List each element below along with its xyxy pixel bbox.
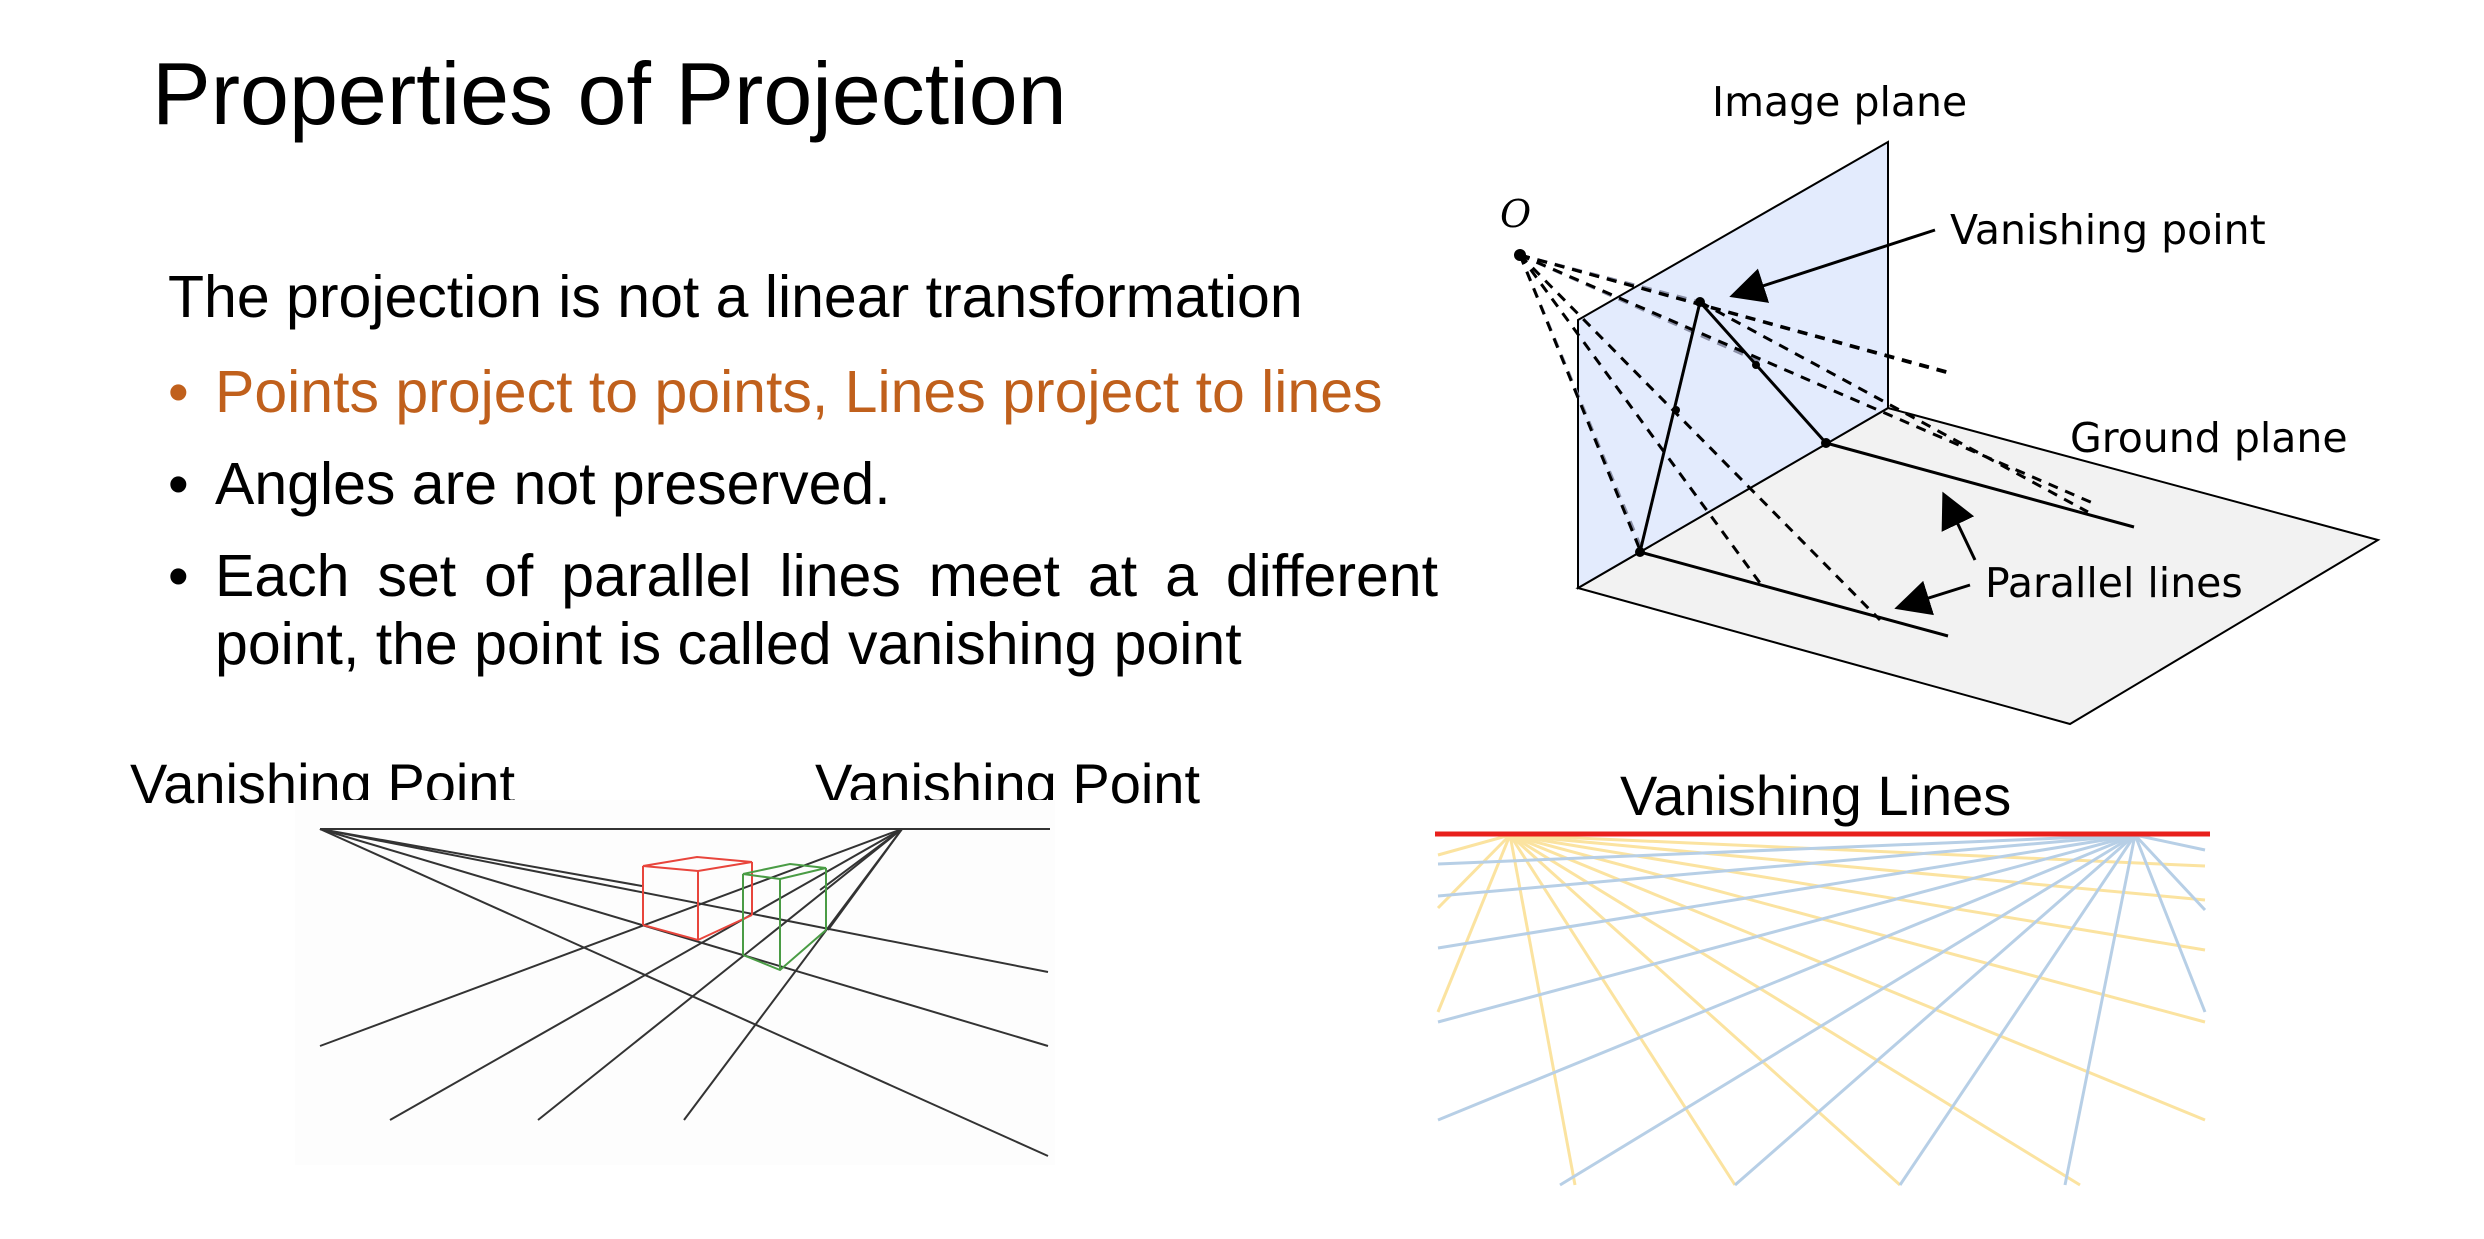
diagram-points (1514, 249, 1831, 557)
bullet-glyph: • (168, 359, 189, 425)
box-right (742, 862, 827, 972)
projection-rays (1518, 253, 2096, 622)
bullet-text: Each set of parallel lines meet at a dif… (215, 543, 1438, 677)
right-vp-lines (319, 828, 903, 1121)
image-plane (1577, 140, 1889, 590)
bullet-angles: • Angles are not preserved. (168, 450, 1438, 518)
parallel-lines-arrow-lower (1894, 580, 1971, 616)
slide-title: Properties of Projection (152, 44, 1067, 143)
bullet-text: Angles are not preserved. (215, 451, 891, 517)
parallel-lines (1639, 441, 2135, 638)
bullet-glyph: • (168, 543, 189, 609)
bullet-points-project: • Points project to points, Lines projec… (168, 358, 1438, 426)
box-left (642, 855, 753, 942)
ground-plane-label: Ground plane (2070, 414, 2348, 462)
image-plane-label: Image plane (1712, 78, 1968, 126)
bullet-glyph: • (168, 451, 189, 517)
vanishing-point-arrow (1729, 228, 1936, 303)
parallel-lines-label: Parallel lines (1985, 559, 2243, 607)
vanishing-point-label: Vanishing point (1950, 206, 2266, 254)
bullet-text: Points project to points, Lines project … (215, 359, 1383, 425)
projected-lines (1638, 301, 1828, 553)
blue-vanishing-lines (1437, 833, 2207, 1187)
lead-statement: The projection is not a linear transform… (168, 264, 1303, 330)
parallel-lines-arrow-upper (1941, 491, 1977, 561)
origin-label: O (1500, 192, 1532, 236)
yellow-vanishing-lines (1436, 833, 2206, 1187)
left-vp-lines (319, 828, 1049, 1157)
bullet-parallel-lines: • Each set of parallel lines meet at a d… (168, 542, 1438, 678)
vanishing-lines-title: Vanishing Lines (1620, 764, 2012, 827)
